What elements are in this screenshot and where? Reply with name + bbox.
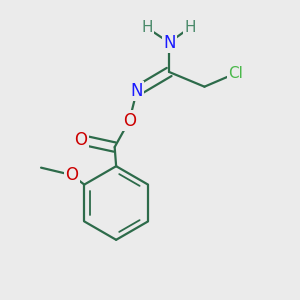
Text: N: N [130, 82, 143, 100]
Text: O: O [74, 131, 87, 149]
Text: H: H [184, 20, 196, 35]
Text: Cl: Cl [228, 66, 243, 81]
Text: N: N [163, 34, 175, 52]
Text: O: O [123, 112, 136, 130]
Text: H: H [141, 20, 153, 35]
Text: O: O [65, 166, 79, 184]
